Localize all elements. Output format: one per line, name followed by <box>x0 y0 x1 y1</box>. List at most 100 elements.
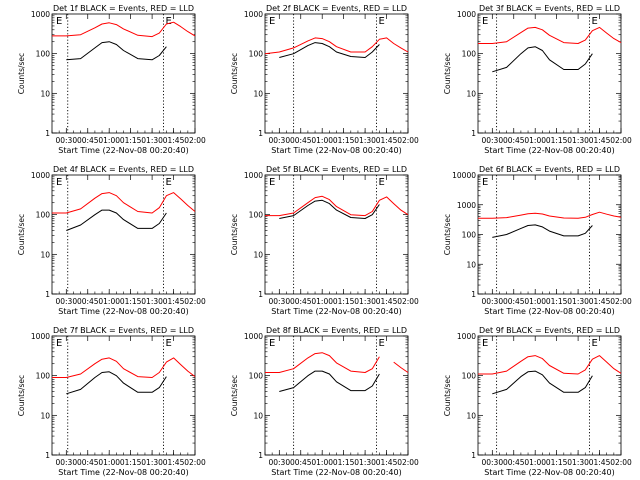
x-tick-label: 01:15 <box>333 136 355 145</box>
panel-title: Det 9f BLACK = Events, RED = LLD <box>479 326 620 335</box>
y-tick-label: 1000 <box>457 332 476 341</box>
y-axis-label: Counts/sec <box>230 375 239 416</box>
x-tick-label: 01:30 <box>141 297 163 306</box>
x-tick-label: 01:15 <box>333 458 355 467</box>
y-tick-label: 1 <box>471 129 476 138</box>
x-axis-label: Start Time (22-Nov-08 00:20:40) <box>484 468 614 477</box>
plot-frame <box>264 335 409 456</box>
x-tick-label: 00:45 <box>290 458 312 467</box>
y-tick-label: 1 <box>45 129 50 138</box>
event-marker: E <box>56 16 62 27</box>
event-marker: E <box>379 177 385 188</box>
panel-title: Det 1f BLACK = Events, RED = LLD <box>53 4 194 13</box>
x-tick-label: 01:00 <box>524 458 546 467</box>
x-tick-label: 01:00 <box>524 297 546 306</box>
panel-8: Det 8f BLACK = Events, RED = LLD 1 10 100 10… <box>230 326 419 477</box>
x-tick-label: 01:15 <box>120 458 142 467</box>
series-lld <box>478 26 622 44</box>
x-axis-label: Start Time (22-Nov-08 00:20:40) <box>484 146 614 155</box>
panel-title: Det 7f BLACK = Events, RED = LLD <box>53 326 194 335</box>
x-tick-label: 01:30 <box>567 297 589 306</box>
series-lld <box>52 192 196 214</box>
y-tick-label: 100 <box>462 50 477 59</box>
series-events <box>66 41 167 61</box>
x-tick-label: 01:15 <box>333 297 355 306</box>
panel-4: Det 4f BLACK = Events, RED = LLD 1 10 100 10… <box>17 165 206 316</box>
y-tick-label: 1 <box>258 290 263 299</box>
y-tick-label: 100 <box>36 372 51 381</box>
series-lld <box>264 37 409 55</box>
y-tick-label: 1 <box>45 290 50 299</box>
x-tick-label: 01:45 <box>376 458 398 467</box>
x-tick-label: 01:45 <box>163 458 185 467</box>
panel-title: Det 8f BLACK = Events, RED = LLD <box>266 326 407 335</box>
y-tick-label: 1000 <box>31 332 50 341</box>
y-tick-label: 100 <box>249 50 264 59</box>
panel-7: Det 7f BLACK = Events, RED = LLD 1 10 100 10… <box>17 326 206 477</box>
y-tick-label: 1 <box>45 451 50 460</box>
x-tick-label: 01:15 <box>546 458 568 467</box>
panel-title: Det 6f BLACK = Events, RED = LLD <box>479 165 620 174</box>
series-lld <box>265 352 409 373</box>
event-marker: E <box>592 338 598 349</box>
x-tick-label: 01:30 <box>141 136 163 145</box>
x-tick-label: 00:30 <box>481 136 503 145</box>
y-tick-label: 1000 <box>31 10 50 19</box>
y-tick-label: 1 <box>258 129 263 138</box>
y-tick-label: 10 <box>40 250 50 259</box>
x-tick-label: 01:30 <box>354 297 376 306</box>
y-tick-label: 100 <box>462 372 477 381</box>
series-lld <box>52 357 196 378</box>
x-tick-label: 01:15 <box>546 297 568 306</box>
series-lld <box>478 355 622 375</box>
y-tick-label: 10 <box>40 89 50 98</box>
y-axis-label: Counts/sec <box>17 214 26 255</box>
x-axis-label: Start Time (22-Nov-08 00:20:40) <box>58 468 188 477</box>
panel-6: Det 6f BLACK = Events, RED = LLD 1 10 100 10… <box>443 165 632 316</box>
y-tick-label: 10 <box>466 260 476 269</box>
y-axis-label: Counts/sec <box>230 214 239 255</box>
x-tick-label: 00:45 <box>503 297 525 306</box>
x-tick-label: 02:00 <box>397 458 419 467</box>
panel-title: Det 5f BLACK = Events, RED = LLD <box>266 165 407 174</box>
x-tick-label: 01:00 <box>311 136 333 145</box>
event-marker: E <box>269 16 275 27</box>
x-tick-label: 01:15 <box>546 136 568 145</box>
series-events <box>492 370 593 395</box>
event-marker: E <box>269 338 275 349</box>
x-tick-label: 01:45 <box>589 297 611 306</box>
y-tick-label: 10 <box>253 411 263 420</box>
plot-frame <box>477 13 622 134</box>
series-events <box>66 371 167 395</box>
series-events <box>492 224 593 238</box>
panel-title: Det 2f BLACK = Events, RED = LLD <box>266 4 407 13</box>
event-marker: E <box>56 177 62 188</box>
event-marker: E <box>166 177 172 188</box>
plot-frame <box>51 13 196 134</box>
event-marker: E <box>482 177 488 188</box>
x-tick-label: 01:45 <box>376 136 398 145</box>
x-tick-label: 00:30 <box>55 136 77 145</box>
event-marker: E <box>482 338 488 349</box>
y-axis-label: Counts/sec <box>443 375 452 416</box>
y-axis-label: Counts/sec <box>443 214 452 255</box>
series-events <box>492 46 593 73</box>
series-lld <box>52 21 196 38</box>
x-tick-label: 02:00 <box>610 458 632 467</box>
x-tick-label: 01:30 <box>567 458 589 467</box>
x-tick-label: 00:45 <box>503 136 525 145</box>
event-marker: E <box>379 338 385 349</box>
x-tick-label: 01:45 <box>163 136 185 145</box>
y-tick-label: 10 <box>466 411 476 420</box>
y-tick-label: 1000 <box>457 201 476 210</box>
x-tick-label: 01:15 <box>120 136 142 145</box>
x-tick-label: 01:00 <box>98 136 120 145</box>
x-tick-label: 00:45 <box>77 458 99 467</box>
x-tick-label: 00:30 <box>55 297 77 306</box>
x-tick-label: 00:30 <box>268 136 290 145</box>
series-lld <box>478 211 622 219</box>
x-axis-label: Start Time (22-Nov-08 00:20:40) <box>271 307 401 316</box>
x-tick-label: 02:00 <box>397 297 419 306</box>
plot-frame <box>264 13 409 134</box>
